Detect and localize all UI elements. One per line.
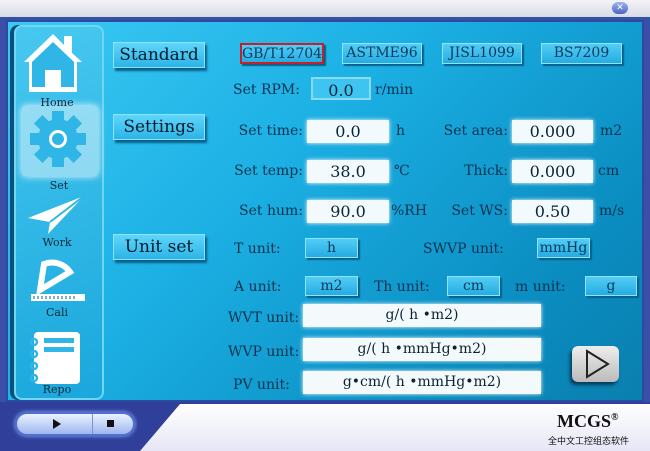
ws-input[interactable]: 0.50 — [512, 200, 593, 223]
time-label: Set time: — [238, 123, 303, 139]
registered-mark: ® — [611, 412, 619, 423]
paper-plane-icon — [28, 195, 85, 234]
play-icon — [586, 349, 610, 379]
notebook-icon — [29, 332, 80, 384]
stop-icon — [107, 420, 114, 427]
mcgs-logo: MCGS® — [557, 411, 618, 432]
t-unit-button[interactable]: h — [305, 238, 358, 258]
close-icon[interactable]: ✕ — [612, 2, 628, 14]
nav-label-repo: Repo — [42, 383, 72, 396]
nav-set[interactable] — [27, 110, 89, 172]
unit-set-button[interactable]: Unit set — [113, 234, 205, 260]
m-unit-label: m unit: — [515, 279, 566, 295]
wvt-unit-field: g/( h •m2) — [303, 304, 541, 327]
settings-button[interactable]: Settings — [113, 114, 205, 140]
time-input[interactable]: 0.0 — [307, 120, 389, 143]
a-unit-label: A unit: — [234, 279, 282, 295]
nav-label-home: Home — [40, 96, 74, 109]
thick-unit: cm — [598, 163, 620, 179]
run-icon — [53, 419, 61, 429]
m-unit-button[interactable]: g — [585, 276, 637, 296]
nav-label-work: Work — [42, 236, 72, 249]
wvp-unit-label: WVP unit: — [228, 344, 300, 360]
nav-home[interactable] — [20, 30, 86, 98]
ws-label: Set WS: — [451, 203, 508, 219]
th-unit-label: Th unit: — [374, 279, 430, 295]
standard-gbt12704[interactable]: GB/T12704 — [240, 43, 324, 64]
pv-unit-field: g•cm/( h •mmHg•m2) — [303, 371, 541, 394]
run-controls — [15, 412, 135, 436]
area-label: Set area: — [443, 123, 508, 139]
home-icon — [24, 34, 82, 92]
standard-jisl1099[interactable]: JISL1099 — [442, 43, 522, 64]
title-bar — [0, 0, 650, 20]
temp-input[interactable]: 38.0 — [307, 160, 389, 183]
thick-label: Thick: — [464, 163, 508, 179]
run-button[interactable] — [17, 414, 93, 434]
brand-subtitle: 全中文工控组态软件 — [548, 437, 630, 447]
standard-astme96[interactable]: ASTME96 — [342, 43, 422, 64]
nav-label-set: Set — [49, 179, 69, 192]
rpm-label: Set RPM: — [233, 82, 300, 98]
standard-bs7209[interactable]: BS7209 — [541, 43, 622, 64]
temp-label: Set temp: — [234, 163, 303, 179]
nav-cali[interactable] — [30, 256, 86, 308]
protractor-icon — [31, 259, 85, 301]
time-unit: h — [396, 123, 406, 139]
stop-button[interactable] — [93, 414, 133, 434]
a-unit-button[interactable]: m2 — [305, 276, 358, 296]
t-unit-label: T unit: — [234, 241, 281, 257]
area-input[interactable]: 0.000 — [512, 120, 593, 143]
pv-unit-label: PV unit: — [233, 377, 290, 393]
th-unit-button[interactable]: cm — [447, 276, 500, 296]
hum-label: Set hum: — [239, 203, 303, 219]
brand-text: MCGS — [557, 411, 611, 431]
wvt-unit-label: WVT unit: — [228, 310, 300, 326]
thick-input[interactable]: 0.000 — [512, 160, 593, 183]
nav-label-cali: Cali — [45, 306, 68, 319]
ws-unit: m/s — [599, 203, 625, 219]
swvp-unit-label: SWVP unit: — [423, 241, 504, 257]
bottom-bar-panel — [140, 404, 650, 451]
standard-button[interactable]: Standard — [113, 42, 205, 68]
hum-unit: %RH — [391, 203, 428, 219]
rpm-input[interactable]: 0.0 — [311, 77, 371, 100]
nav-work[interactable] — [26, 194, 86, 240]
temp-unit: ℃ — [394, 163, 410, 179]
area-unit: m2 — [600, 123, 623, 139]
swvp-unit-button[interactable]: mmHg — [537, 238, 590, 258]
gear-icon — [30, 111, 86, 167]
next-page-button[interactable] — [572, 346, 619, 382]
nav-repo[interactable] — [28, 330, 84, 390]
rpm-unit: r/min — [375, 82, 414, 98]
hum-input[interactable]: 90.0 — [307, 200, 389, 223]
wvp-unit-field: g/( h •mmHg•m2) — [303, 338, 541, 361]
